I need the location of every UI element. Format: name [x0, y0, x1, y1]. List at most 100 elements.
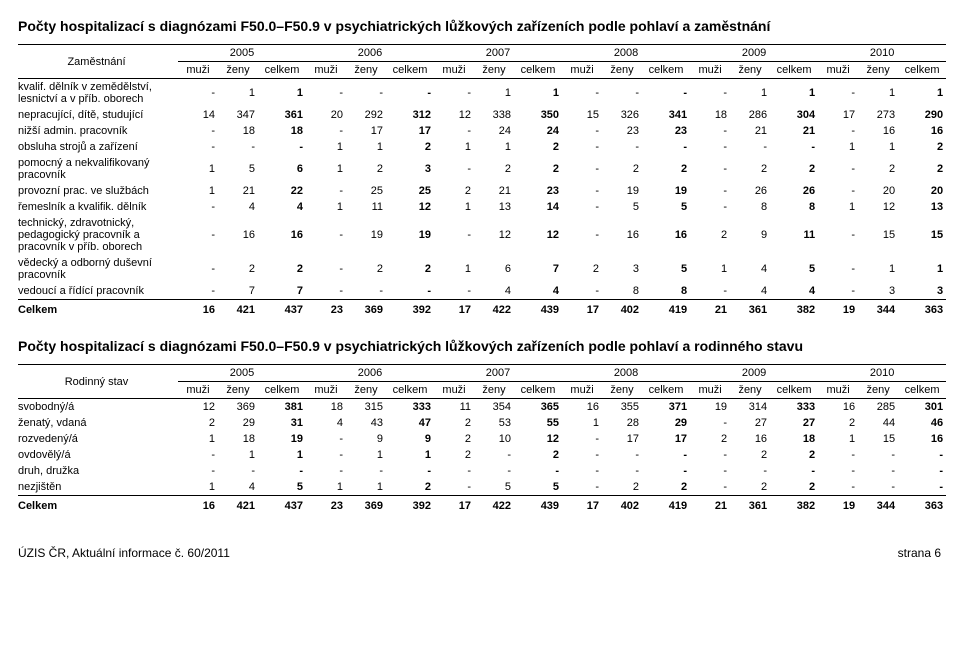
cell: 1 [858, 139, 898, 155]
subcol-header: ženy [218, 382, 258, 399]
cell: 1 [898, 255, 946, 283]
totals-cell: 19 [818, 496, 858, 517]
cell: 5 [514, 479, 562, 496]
cell: 1 [562, 415, 602, 431]
row-label: technický, zdravotnický, pedagogický pra… [18, 215, 178, 255]
cell: - [346, 79, 386, 108]
cell: 27 [730, 415, 770, 431]
cell: 2 [642, 155, 690, 183]
cell: 1 [258, 447, 306, 463]
subcol-header: muži [562, 62, 602, 79]
cell: 1 [178, 183, 218, 199]
subcol-header: ženy [474, 382, 514, 399]
cell: - [690, 139, 730, 155]
cell: - [818, 447, 858, 463]
totals-cell: 421 [218, 496, 258, 517]
cell: 24 [514, 123, 562, 139]
cell: 21 [730, 123, 770, 139]
cell: 25 [346, 183, 386, 199]
cell: - [306, 183, 346, 199]
cell: 19 [602, 183, 642, 199]
totals-cell: 17 [562, 300, 602, 321]
cell: 16 [642, 215, 690, 255]
cell: - [602, 139, 642, 155]
cell: - [690, 283, 730, 300]
cell: 12 [514, 431, 562, 447]
cell: 3 [602, 255, 642, 283]
cell: - [178, 463, 218, 479]
cell: 26 [770, 183, 818, 199]
cell: - [690, 183, 730, 199]
row-label: kvalif. dělník v zemědělství, lesnictví … [18, 79, 178, 108]
cell: 2 [770, 479, 818, 496]
cell: - [562, 199, 602, 215]
cell: 17 [602, 431, 642, 447]
cell: - [258, 139, 306, 155]
footer-left: ÚZIS ČR, Aktuální informace č. 60/2011 [18, 546, 230, 560]
table-row: technický, zdravotnický, pedagogický pra… [18, 215, 946, 255]
year-header: 2005 [178, 365, 306, 382]
table2-head: Rodinný stav 200520062007200820092010 mu… [18, 365, 946, 399]
row-label: nezjištěn [18, 479, 178, 496]
totals-label: Celkem [18, 300, 178, 321]
cell: - [690, 155, 730, 183]
cell: 16 [818, 399, 858, 416]
cell: 2 [386, 255, 434, 283]
cell: 1 [178, 155, 218, 183]
cell: 2 [818, 415, 858, 431]
totals-cell: 369 [346, 496, 386, 517]
cell: 16 [898, 123, 946, 139]
cell: 8 [770, 199, 818, 215]
totals-cell: 422 [474, 496, 514, 517]
table-row: druh, družka------------------ [18, 463, 946, 479]
cell: - [386, 463, 434, 479]
totals-cell: 437 [258, 300, 306, 321]
cell: 290 [898, 107, 946, 123]
cell: 19 [642, 183, 690, 199]
cell: 4 [730, 255, 770, 283]
cell: 2 [602, 155, 642, 183]
totals-cell: 439 [514, 496, 562, 517]
totals-cell: 16 [178, 496, 218, 517]
subcol-header: muži [690, 382, 730, 399]
cell: 20 [858, 183, 898, 199]
cell: 4 [474, 283, 514, 300]
totals-cell: 419 [642, 300, 690, 321]
cell: 9 [346, 431, 386, 447]
totals-cell: 17 [562, 496, 602, 517]
cell: 2 [474, 155, 514, 183]
year-header: 2006 [306, 365, 434, 382]
cell: 14 [178, 107, 218, 123]
cell: - [562, 183, 602, 199]
cell: 355 [602, 399, 642, 416]
cell: 1 [306, 479, 346, 496]
cell: 338 [474, 107, 514, 123]
cell: - [818, 283, 858, 300]
subcol-header: ženy [602, 62, 642, 79]
cell: - [562, 283, 602, 300]
cell: 350 [514, 107, 562, 123]
totals-label: Celkem [18, 496, 178, 517]
subcol-header: muži [178, 62, 218, 79]
cell: 15 [858, 215, 898, 255]
cell: 29 [642, 415, 690, 431]
cell: 2 [514, 155, 562, 183]
subcol-header: celkem [642, 382, 690, 399]
cell: - [858, 463, 898, 479]
subcol-header: ženy [218, 62, 258, 79]
cell: 12 [434, 107, 474, 123]
cell: - [178, 255, 218, 283]
cell: 1 [306, 199, 346, 215]
totals-cell: 421 [218, 300, 258, 321]
row-label: ženatý, vdaná [18, 415, 178, 431]
cell: 3 [386, 155, 434, 183]
cell: 1 [730, 79, 770, 108]
year-header: 2010 [818, 365, 946, 382]
cell: 7 [514, 255, 562, 283]
cell: 20 [898, 183, 946, 199]
cell: 2 [434, 431, 474, 447]
cell: - [434, 79, 474, 108]
cell: 2 [386, 139, 434, 155]
totals-cell: 23 [306, 496, 346, 517]
cell: 2 [346, 155, 386, 183]
